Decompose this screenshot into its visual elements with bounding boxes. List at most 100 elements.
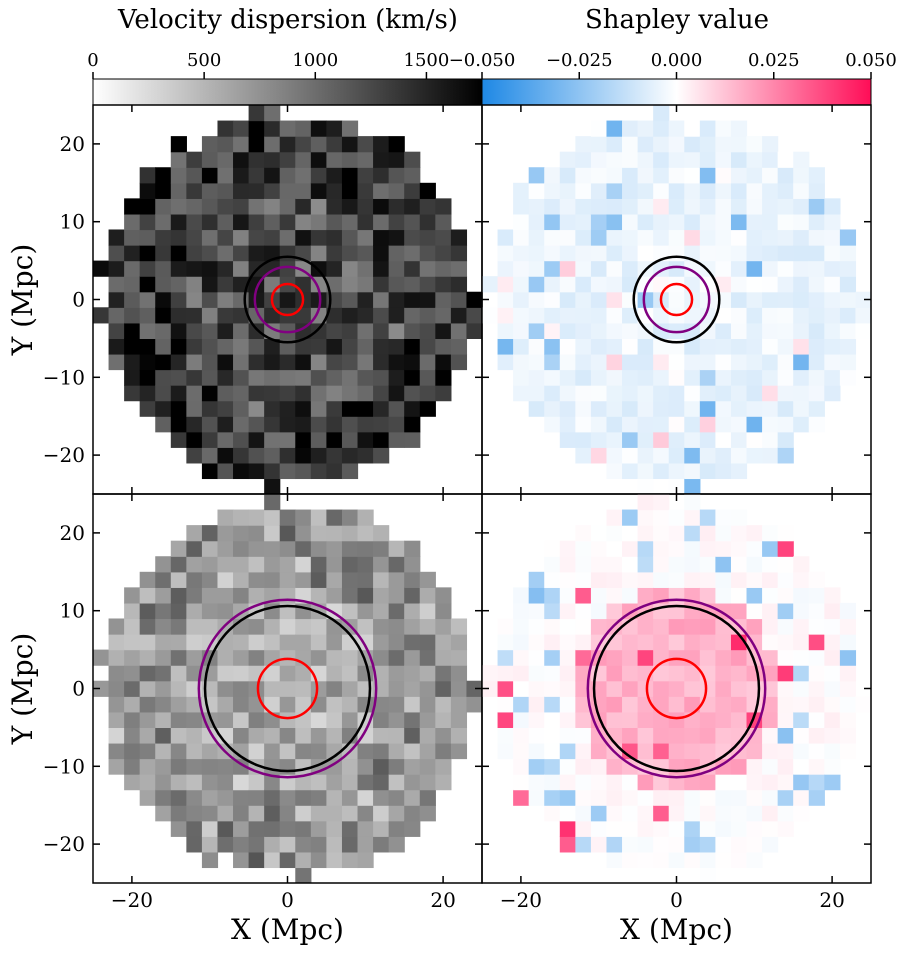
- heatmap-cell: [435, 385, 452, 402]
- heatmap-cell: [497, 696, 514, 713]
- heatmap-cell: [777, 711, 794, 728]
- heatmap-cell: [730, 696, 748, 713]
- heatmap-cell: [419, 789, 436, 806]
- heatmap-cell: [248, 229, 265, 246]
- heatmap-cell: [201, 136, 219, 153]
- heatmap-cell: [559, 416, 576, 433]
- heatmap-cell: [668, 120, 685, 137]
- heatmap-cell: [295, 369, 312, 386]
- heatmap-cell: [528, 696, 545, 713]
- heatmap-cell: [575, 727, 592, 744]
- heatmap-cell: [762, 151, 779, 168]
- heatmap-cell: [762, 136, 779, 153]
- heatmap-cell: [637, 774, 654, 791]
- heatmap-cell: [108, 291, 125, 308]
- heatmap-cell: [762, 758, 779, 775]
- heatmap-cell: [124, 727, 141, 744]
- heatmap-cell: [622, 665, 639, 682]
- heatmap-cell: [575, 836, 592, 853]
- heatmap-cell: [201, 851, 219, 869]
- heatmap-cell: [155, 696, 172, 713]
- heatmap-cell: [497, 307, 514, 324]
- heatmap-cell: [357, 198, 374, 215]
- heatmap-cell: [388, 696, 405, 713]
- colorbar-tick-label: 500: [187, 50, 221, 71]
- heatmap-cell: [653, 338, 670, 355]
- heatmap-cell: [186, 276, 203, 293]
- y-axis-label: Y (Mpc): [6, 244, 39, 357]
- heatmap-cell: [326, 307, 343, 324]
- heatmap-cell: [124, 260, 141, 277]
- aperture-circle: [197, 598, 378, 779]
- heatmap-cell: [653, 758, 670, 775]
- heatmap-cell: [606, 836, 623, 853]
- heatmap-cell: [544, 696, 561, 713]
- heatmap-cell: [590, 167, 608, 184]
- heatmap-cell: [730, 416, 748, 433]
- heatmap-cell: [419, 665, 436, 682]
- heatmap-cell: [124, 291, 141, 308]
- heatmap-cell: [684, 182, 701, 199]
- heatmap-cell: [746, 151, 763, 168]
- heatmap-cell: [201, 525, 219, 542]
- heatmap-cell: [622, 525, 639, 542]
- heatmap-cell: [357, 338, 374, 355]
- heatmap-cell: [155, 665, 172, 682]
- heatmap-cell: [513, 291, 530, 308]
- heatmap-cell: [793, 774, 810, 791]
- heatmap-cell: [139, 338, 156, 355]
- heatmap-cell: [404, 665, 421, 682]
- heatmap-cell: [793, 789, 810, 806]
- heatmap-cell: [435, 711, 452, 728]
- heatmap-cell: [544, 805, 561, 822]
- heatmap-cell: [373, 602, 390, 620]
- heatmap-cell: [155, 634, 172, 651]
- heatmap-cell: [404, 540, 421, 557]
- heatmap-cell: [699, 229, 716, 246]
- heatmap-cell: [201, 447, 219, 464]
- heatmap-cell: [653, 571, 670, 588]
- heatmap-cell: [295, 338, 312, 355]
- heatmap-cell: [746, 587, 763, 604]
- heatmap-cell: [622, 182, 639, 199]
- heatmap-cell: [746, 431, 763, 448]
- heatmap-cell: [388, 587, 405, 604]
- heatmap-cell: [341, 182, 359, 199]
- heatmap-cell: [295, 634, 312, 651]
- heatmap-cell: [559, 400, 576, 417]
- heatmap-cell: [730, 369, 748, 386]
- heatmap-cell: [310, 587, 327, 604]
- heatmap-cell: [762, 789, 779, 806]
- heatmap-cell: [544, 556, 561, 573]
- heatmap-cell: [341, 167, 359, 184]
- heatmap-cell: [513, 602, 530, 620]
- heatmap-cell: [637, 213, 654, 231]
- heatmap-cell: [357, 447, 374, 464]
- heatmap-cell: [108, 696, 125, 713]
- heatmap-cell: [341, 602, 359, 620]
- heatmap-cell: [606, 276, 623, 293]
- heatmap-cell: [139, 198, 156, 215]
- heatmap-cell: [637, 416, 654, 433]
- heatmap-cell: [808, 198, 825, 215]
- heatmap-cell: [730, 213, 748, 231]
- heatmap-cell: [497, 322, 514, 339]
- heatmap-cell: [201, 385, 219, 402]
- heatmap-cell: [170, 696, 187, 713]
- heatmap-cell: [404, 758, 421, 775]
- heatmap-cell: [139, 774, 156, 791]
- heatmap-cell: [170, 400, 187, 417]
- heatmap-cell: [217, 307, 234, 324]
- heatmap-cell: [839, 307, 857, 324]
- heatmap-cell: [404, 711, 421, 728]
- heatmap-cell: [746, 260, 763, 277]
- heatmap-cell: [715, 213, 732, 231]
- heatmap-cell: [170, 431, 187, 448]
- heatmap-cell: [341, 462, 359, 480]
- colorbar-tick-label: 0: [87, 50, 98, 71]
- heatmap-cell: [559, 322, 576, 339]
- heatmap-cell: [404, 431, 421, 448]
- heatmap-cell: [264, 105, 281, 122]
- heatmap-cell: [513, 307, 530, 324]
- heatmap-cell: [155, 198, 172, 215]
